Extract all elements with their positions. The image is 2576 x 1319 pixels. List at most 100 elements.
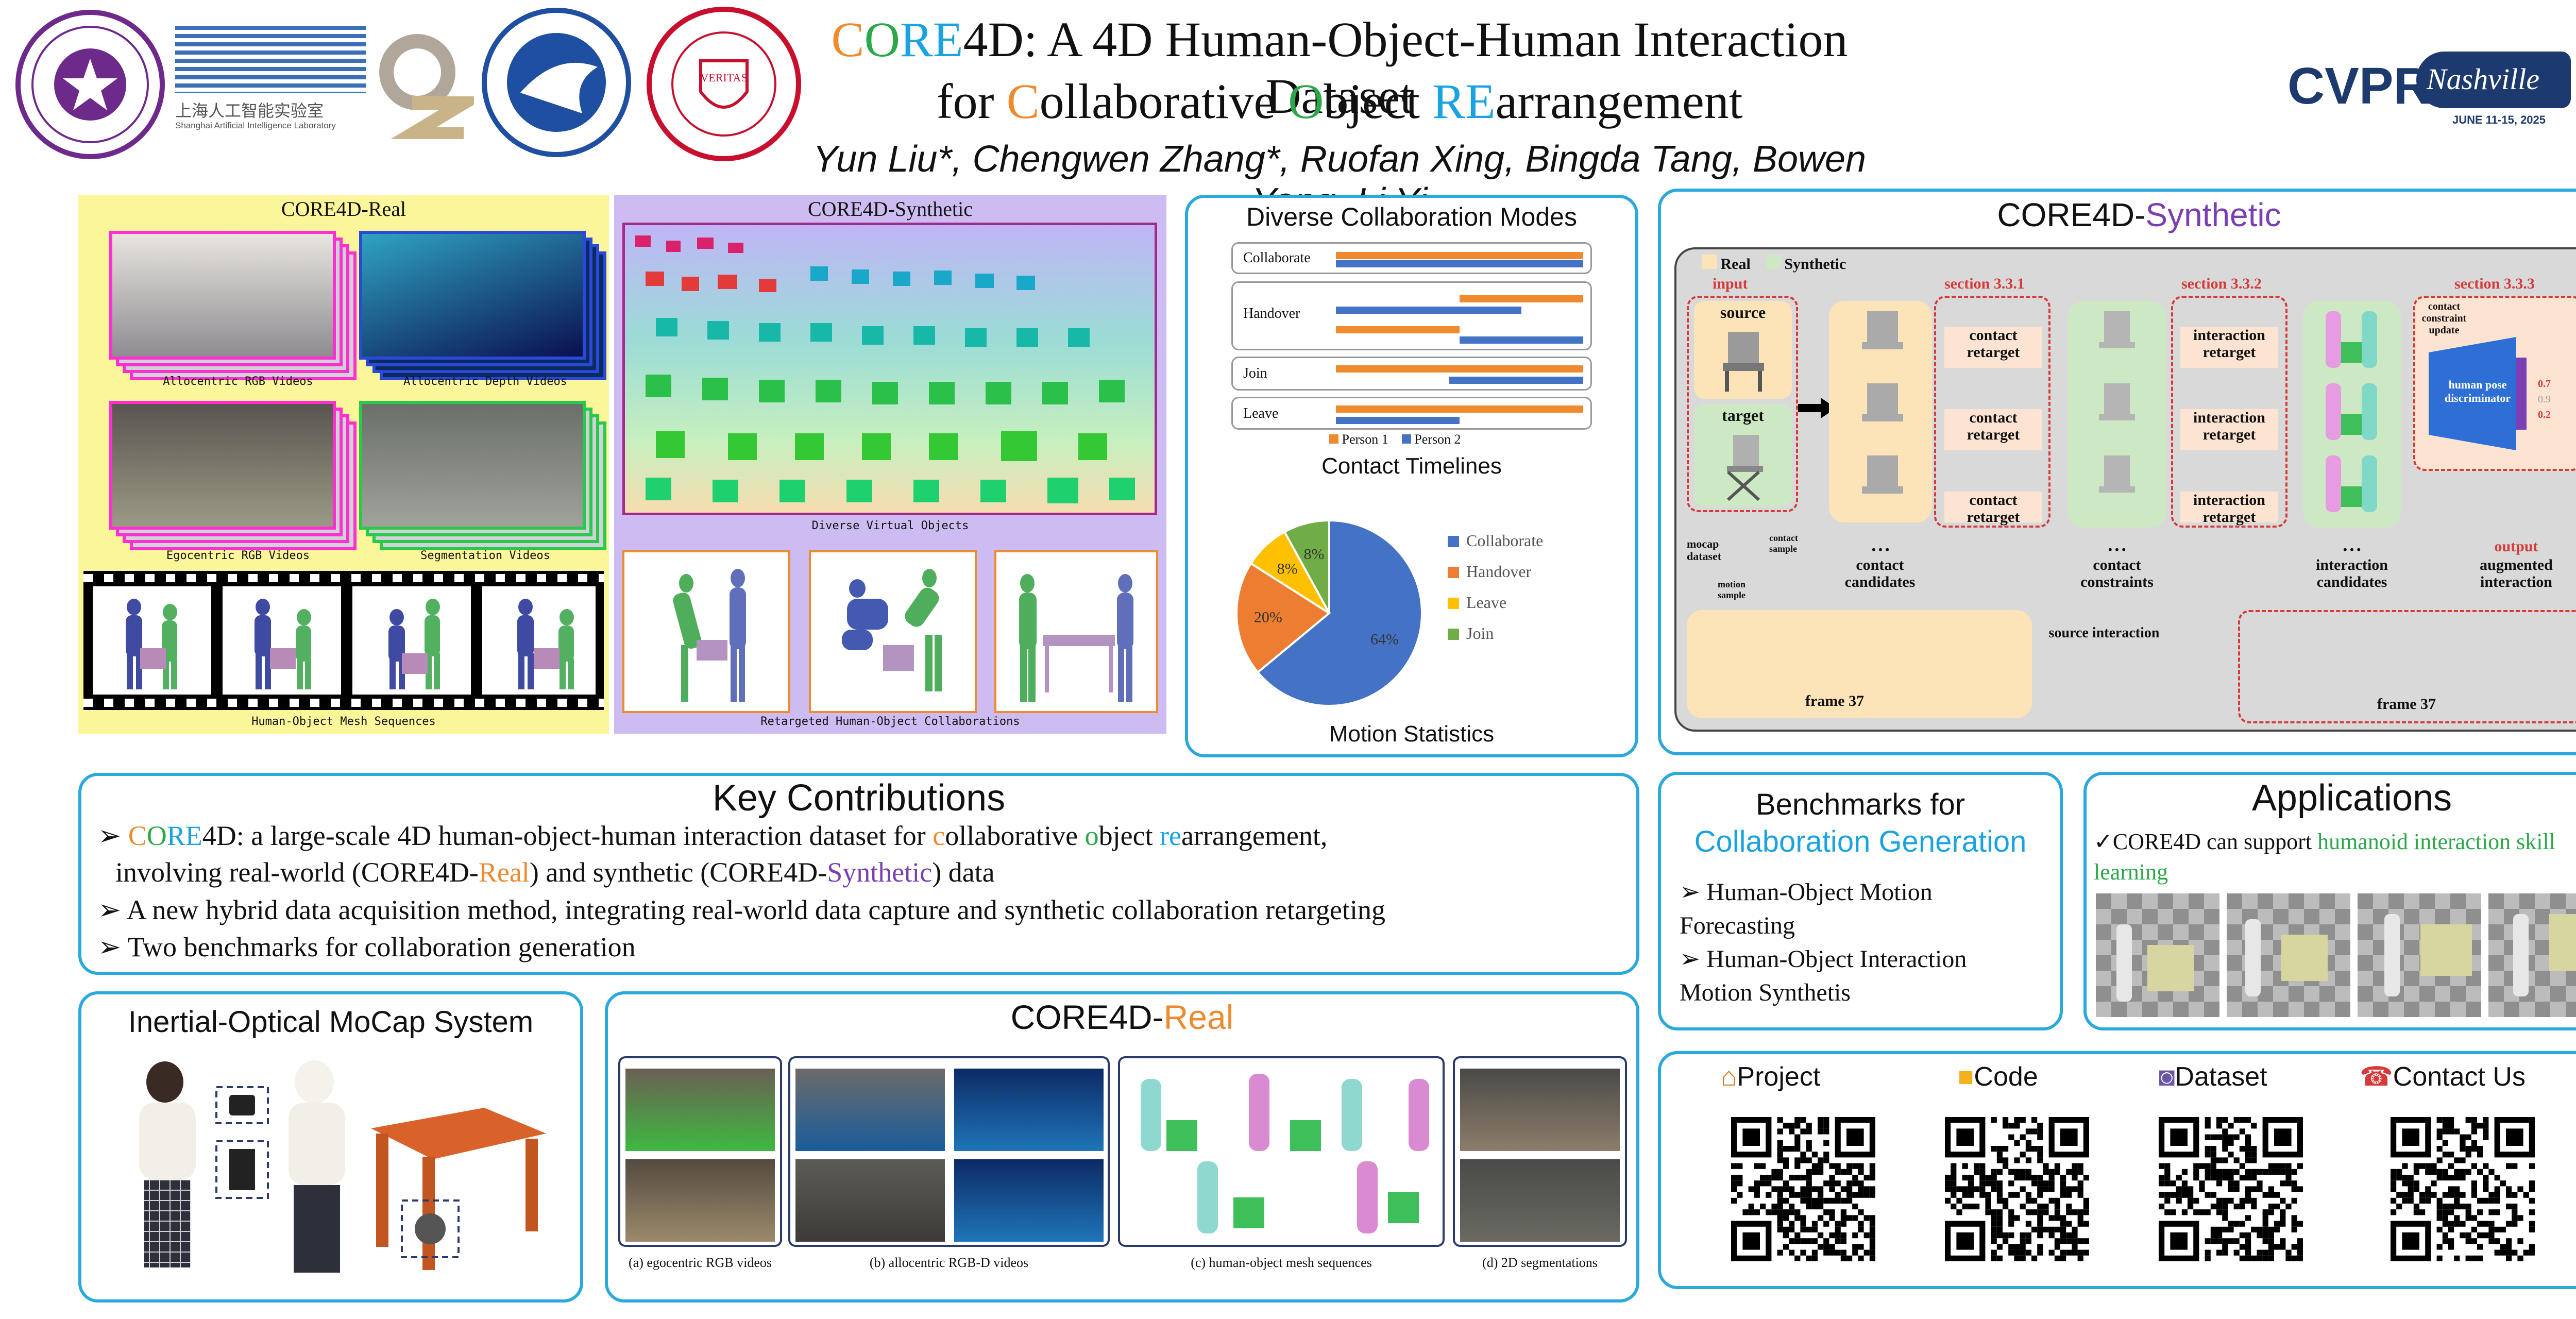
pie-legend-swatch-collaborate <box>1448 536 1459 547</box>
section-332-box <box>2171 296 2287 528</box>
timeline-collaborate: Collaborate <box>1231 242 1592 274</box>
gallery-group-a <box>618 1056 782 1247</box>
contribution-1-line1: ➢ CORE4D: a large-scale 4D human-object-… <box>98 820 1328 851</box>
pie-label-collaborate: 64% <box>1370 631 1399 648</box>
legend-swatch-p2 <box>1401 434 1411 444</box>
applications-text: ✓CORE4D can support humanoid interaction… <box>2094 829 2555 885</box>
section-333-label: section 3.3.3 <box>2454 275 2535 292</box>
bupt-logo <box>482 8 631 157</box>
retarget-tile-3 <box>994 550 1158 713</box>
benchmark-item-2: ➢ Human-Object Interaction Motion Synthe… <box>1680 945 1967 1006</box>
pie-legend-swatch-handover <box>1448 567 1459 578</box>
benchmark-item-1: ➢ Human-Object Motion Forecasting <box>1680 878 1933 939</box>
source-label: source <box>1720 303 1766 322</box>
link-contact[interactable]: ☎Contact Us <box>2360 1062 2526 1092</box>
interaction-candidates-label: interaction candidates <box>2316 556 2388 590</box>
output-label: output <box>2494 538 2538 555</box>
interaction-retarget-3: interaction retarget <box>2180 492 2278 526</box>
bar-p1-collaborate <box>1336 252 1583 259</box>
phone-icon: ☎ <box>2360 1062 2393 1092</box>
benchmarks-panel <box>1658 772 2063 1030</box>
output-frames-box <box>2238 610 2576 723</box>
pie-legend-label-leave: Leave <box>1466 593 1506 612</box>
input-label: input <box>1713 275 1748 292</box>
gallery-caption-c: (c) human-object mesh sequences <box>1191 1255 1372 1270</box>
link-code[interactable]: ■Code <box>1958 1062 2038 1092</box>
bar-p2-collaborate <box>1336 260 1583 267</box>
svg-text:VERITAS: VERITAS <box>700 71 747 84</box>
target-label: target <box>1722 406 1764 425</box>
interaction-figures <box>2326 311 2377 512</box>
section-332-label: section 3.3.2 <box>2181 275 2262 292</box>
qr-code[interactable] <box>1945 1117 2089 1261</box>
contact-retarget-3: contact retarget <box>1944 492 2042 526</box>
constraint-update-label: contact constraint update <box>2421 301 2467 336</box>
qr-project[interactable] <box>1731 1117 1875 1261</box>
source-interaction-label: source interaction <box>2048 625 2160 641</box>
link-project[interactable]: ⌂Project <box>1721 1062 1821 1092</box>
source-chair-icon <box>1723 332 1764 392</box>
folder-icon: ■ <box>1958 1062 1974 1092</box>
mesh-film-strip <box>83 571 604 710</box>
score-1: 0.7 <box>2538 378 2551 390</box>
poster-title-line2: for Collaborative Object REarrangement <box>936 74 1743 129</box>
target-chair-icon <box>1726 435 1763 501</box>
contact-retarget-1: contact retarget <box>1944 327 2042 368</box>
timeline-caption: Contact Timelines <box>1321 453 1502 479</box>
caption-allocentric-rgb: Allocentric RGB Videos <box>163 375 313 388</box>
mocap-dataset-label: mocap dataset <box>1687 537 1722 563</box>
section-331-box <box>1934 296 2050 528</box>
pie-legend-label-handover: Handover <box>1466 562 1532 581</box>
output-frame-label: frame 37 <box>2377 696 2436 713</box>
link-dataset[interactable]: ◙Dataset <box>2159 1062 2267 1092</box>
contact-retarget-2: contact retarget <box>1944 409 2042 450</box>
house-icon: ⌂ <box>1721 1062 1737 1092</box>
pie-label-handover: 20% <box>1254 608 1282 625</box>
benchmarks-title-2: Collaboration Generation <box>1694 825 2027 858</box>
synthetic-panel-title: CORE4D-Synthetic <box>808 197 973 221</box>
stats-caption: Motion Statistics <box>1329 721 1495 747</box>
score-2: 0.9 <box>2538 394 2551 405</box>
bar-p2-handover-b <box>1460 336 1583 344</box>
candidate-chairs <box>1862 311 1903 494</box>
virtual-objects-image <box>622 223 1157 515</box>
contribution-3: ➢ Two benchmarks for collaboration gener… <box>98 932 636 962</box>
cvpr-logo: CVPR Nashville JUNE 11-15, 2025 <box>2287 46 2576 129</box>
caption-mesh-sequences: Human-Object Mesh Sequences <box>251 715 436 728</box>
qr-contact[interactable] <box>2391 1117 2535 1261</box>
synthetic-panel: CORE4D-Synthetic Diverse Virtual Objects… <box>614 195 1166 734</box>
qr-dataset[interactable] <box>2159 1117 2303 1261</box>
timeline-legend: Person 1 Person 2 <box>1329 432 1461 447</box>
discriminator-label: human pose discriminator <box>2444 378 2511 404</box>
pie-slice-collaborate <box>1256 519 1423 707</box>
source-frames-box <box>1687 610 2032 718</box>
pie-legend-label-join: Join <box>1466 624 1494 642</box>
retarget-tile-2 <box>809 550 977 713</box>
legend-real-swatch <box>1702 255 1717 269</box>
input-box <box>1687 296 1798 512</box>
bar-p1-handover <box>1460 295 1583 302</box>
gallery-group-d <box>1453 1056 1627 1247</box>
pipeline-legend: Real Synthetic <box>1702 255 1846 273</box>
gallery-caption-a: (a) egocentric RGB videos <box>629 1255 772 1270</box>
caption-virtual-objects: Diverse Virtual Objects <box>811 519 969 532</box>
constraint-chairs <box>2099 311 2135 493</box>
timeline-leave: Leave <box>1231 397 1592 430</box>
augmented-interaction-label: augmented interaction <box>2480 556 2553 590</box>
mocap-title: Inertial-Optical MoCap System <box>128 1005 534 1039</box>
pie-legend-swatch-join <box>1448 629 1459 640</box>
caption-segmentation: Segmentation Videos <box>420 549 550 562</box>
pipeline-title: CORE4D-Synthetic <box>1997 196 2281 233</box>
motion-sample-label: motion sample <box>1718 579 1745 600</box>
arrow-input-candidates <box>1798 404 1824 412</box>
contribution-2: ➢ A new hybrid data acquisition method, … <box>98 894 1385 925</box>
caption-egocentric-rgb: Egocentric RGB Videos <box>166 549 310 562</box>
benchmarks-title-1: Benchmarks for <box>1755 788 1965 821</box>
contributions-panel <box>78 773 1639 975</box>
bar-p2-handover <box>1336 307 1521 314</box>
gallery-caption-d: (d) 2D segmentations <box>1482 1255 1598 1270</box>
cvpr-guitar <box>2416 52 2571 108</box>
discriminator-shape <box>2429 337 2527 450</box>
timeline-handover: Handover <box>1231 281 1592 350</box>
legend-swatch-p1 <box>1329 434 1338 444</box>
